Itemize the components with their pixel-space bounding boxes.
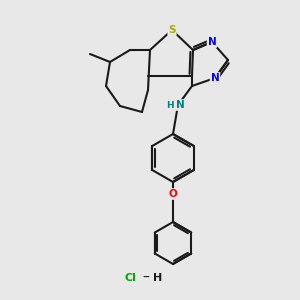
Text: Cl: Cl [124, 273, 136, 283]
Text: H: H [153, 273, 163, 283]
Text: –: – [142, 271, 149, 285]
Text: N: N [176, 100, 184, 110]
Text: S: S [168, 25, 176, 35]
Text: N: N [211, 73, 219, 83]
Text: O: O [169, 189, 177, 199]
Text: N: N [208, 37, 216, 47]
Text: H: H [166, 100, 174, 109]
